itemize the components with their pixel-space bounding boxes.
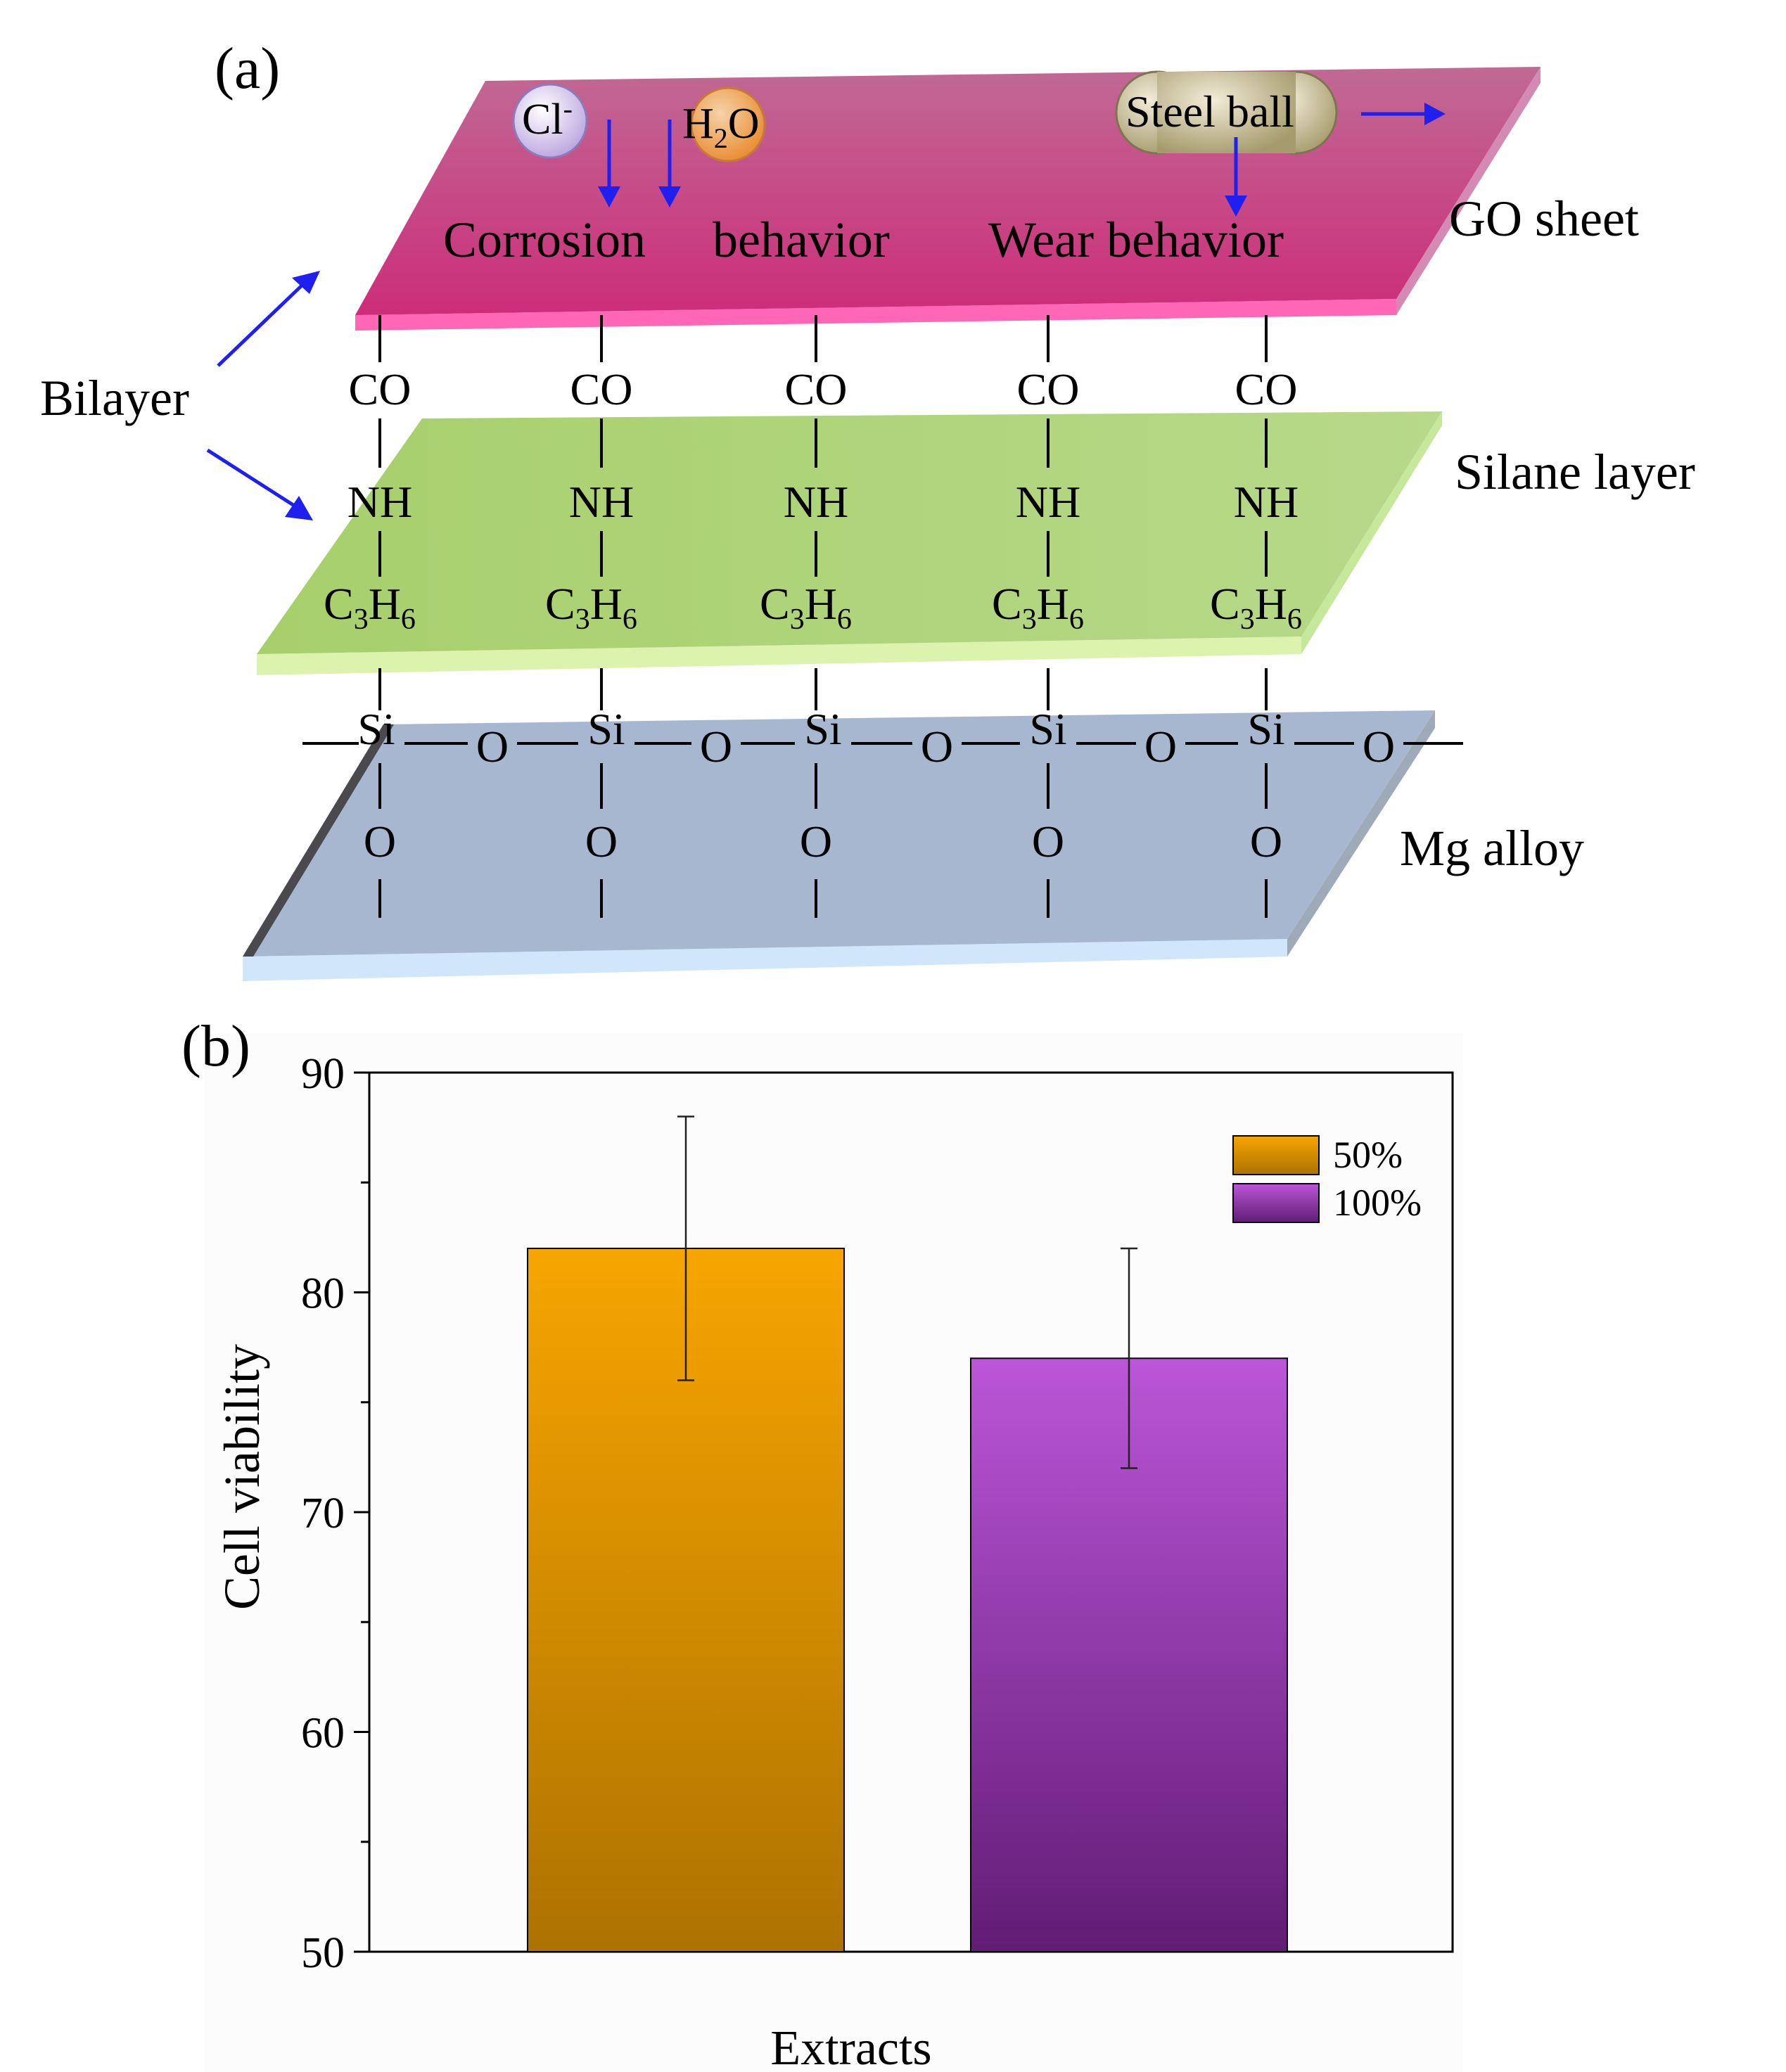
chain-column-3: CO NH C3H6 O (760, 315, 852, 918)
y-tick-label: 90 (301, 1050, 345, 1098)
co-group: CO (570, 364, 633, 414)
si-atom-1: Si (357, 704, 395, 754)
c3h6-c: C (324, 579, 354, 629)
bilayer-label: Bilayer (40, 370, 189, 426)
o-group: O (1250, 817, 1282, 866)
legend-label-1: 50% (1333, 1134, 1403, 1176)
legend-swatch-2 (1232, 1183, 1320, 1223)
c3h6-c: C (760, 579, 790, 629)
water-molecule: H2O (682, 87, 766, 162)
c3h6-group: C3H6 (1210, 579, 1302, 636)
legend-label-2: 100% (1333, 1182, 1422, 1224)
c3h6-group: C3H6 (992, 579, 1084, 636)
c3h6-h-sub: 6 (837, 603, 852, 636)
nh-group: NH (1016, 477, 1080, 527)
c3h6-h: H (805, 579, 837, 629)
c3h6-c: C (992, 579, 1022, 629)
o-atom-1: O (476, 722, 509, 772)
nh-group: NH (784, 477, 848, 527)
co-group: CO (785, 364, 848, 414)
c3h6-c-sub: 3 (1022, 603, 1037, 636)
mg-alloy-label: Mg alloy (1400, 820, 1584, 876)
y-tick-label: 70 (301, 1490, 345, 1537)
chloride-label: Cl- (522, 93, 573, 143)
corrosion-behavior-text: behavior (713, 212, 890, 268)
o-group: O (800, 817, 832, 866)
c3h6-c-sub: 3 (354, 603, 369, 636)
y-axis-label: Cell viability (214, 1344, 270, 1610)
steel-ball-label: Steel ball (1125, 87, 1294, 136)
co-group: CO (1235, 364, 1298, 414)
y-tick-label: 50 (301, 1929, 345, 1977)
si-atom-2: Si (587, 704, 625, 754)
panel-b-label: (b) (181, 1013, 250, 1079)
c3h6-h: H (590, 579, 623, 629)
y-tick-label: 80 (301, 1270, 345, 1318)
y-tick-label: 60 (301, 1710, 345, 1758)
chain-column-2: CO NH C3H6 O (545, 315, 637, 918)
c3h6-h-sub: 6 (401, 603, 416, 636)
c3h6-h-sub: 6 (623, 603, 637, 636)
chain-column-1: CO NH C3H6 O (324, 315, 416, 918)
c3h6-group: C3H6 (545, 579, 637, 636)
silane-layer-plate (257, 411, 1442, 675)
co-group: CO (349, 364, 412, 414)
c3h6-h: H (369, 579, 401, 629)
legend: 50% 100% (1232, 1134, 1422, 1224)
c3h6-h: H (1037, 579, 1069, 629)
chain-column-4: CO NH C3H6 O (992, 315, 1084, 918)
chain-column-5: CO NH C3H6 O (1210, 315, 1302, 918)
nh-group: NH (569, 477, 634, 527)
c3h6-group: C3H6 (324, 579, 416, 636)
c3h6-group: C3H6 (760, 579, 852, 636)
siloxane-chain: Si O Si O Si O Si O Si O (302, 704, 1463, 772)
c3h6-c-sub: 3 (1240, 603, 1255, 636)
co-group: CO (1017, 364, 1080, 414)
c3h6-c-sub: 3 (790, 603, 805, 636)
bar-chart: 50 60 70 80 90 Extracts Cell viability 50% 100% (214, 1050, 1454, 2072)
x-axis-label: Extracts (770, 2021, 931, 2072)
c3h6-c-sub: 3 (575, 603, 590, 636)
nh-group: NH (1234, 477, 1299, 527)
corrosion-text: Corrosion (443, 212, 646, 268)
panel-a: (a) CONHC3H6OCONHC3H6OCONHC3H6OCONHC3H6O… (40, 36, 1695, 981)
chain-columns: CONHC3H6OCONHC3H6OCONHC3H6OCONHC3H6OCONH… (324, 315, 1302, 918)
chloride-ion: Cl- (512, 83, 588, 159)
o-atom-2: O (700, 722, 732, 772)
silane-layer-label: Silane layer (1455, 444, 1695, 500)
wear-arrows (1225, 103, 1446, 217)
c3h6-h-sub: 6 (1287, 603, 1302, 636)
panel-a-label: (a) (215, 36, 280, 101)
c3h6-h: H (1255, 579, 1287, 629)
o-group: O (585, 817, 618, 866)
o-group: O (1032, 817, 1064, 866)
c3h6-c: C (1210, 579, 1240, 629)
go-sheet-label: GO sheet (1449, 191, 1639, 247)
legend-swatch-1 (1232, 1135, 1320, 1175)
corrosion-arrows (598, 120, 681, 207)
o-atom-4: O (1144, 722, 1177, 772)
water-label: H2O (682, 100, 760, 154)
si-atom-3: Si (804, 704, 841, 754)
si-atom-4: Si (1029, 704, 1066, 754)
panel-b: (b) 50 60 70 80 90 Extracts Cell viability 50% 1… (181, 1013, 1463, 2072)
mg-alloy-plate (243, 710, 1435, 981)
o-atom-3: O (921, 722, 953, 772)
c3h6-c: C (545, 579, 575, 629)
o-atom-5: O (1363, 722, 1395, 772)
bilayer-arrows (206, 271, 320, 520)
wear-behavior-text: Wear behavior (988, 212, 1284, 268)
c3h6-h-sub: 6 (1069, 603, 1084, 636)
o-group: O (364, 817, 396, 866)
steel-ball: Steel ball (1115, 70, 1338, 155)
nh-group: NH (347, 477, 412, 527)
si-atom-5: Si (1247, 704, 1284, 754)
